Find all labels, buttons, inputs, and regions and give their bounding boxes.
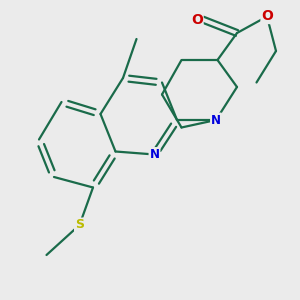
Text: S: S (75, 218, 84, 232)
Text: O: O (261, 10, 273, 23)
Text: O: O (191, 13, 203, 26)
Text: N: N (149, 148, 160, 161)
Text: N: N (211, 113, 221, 127)
